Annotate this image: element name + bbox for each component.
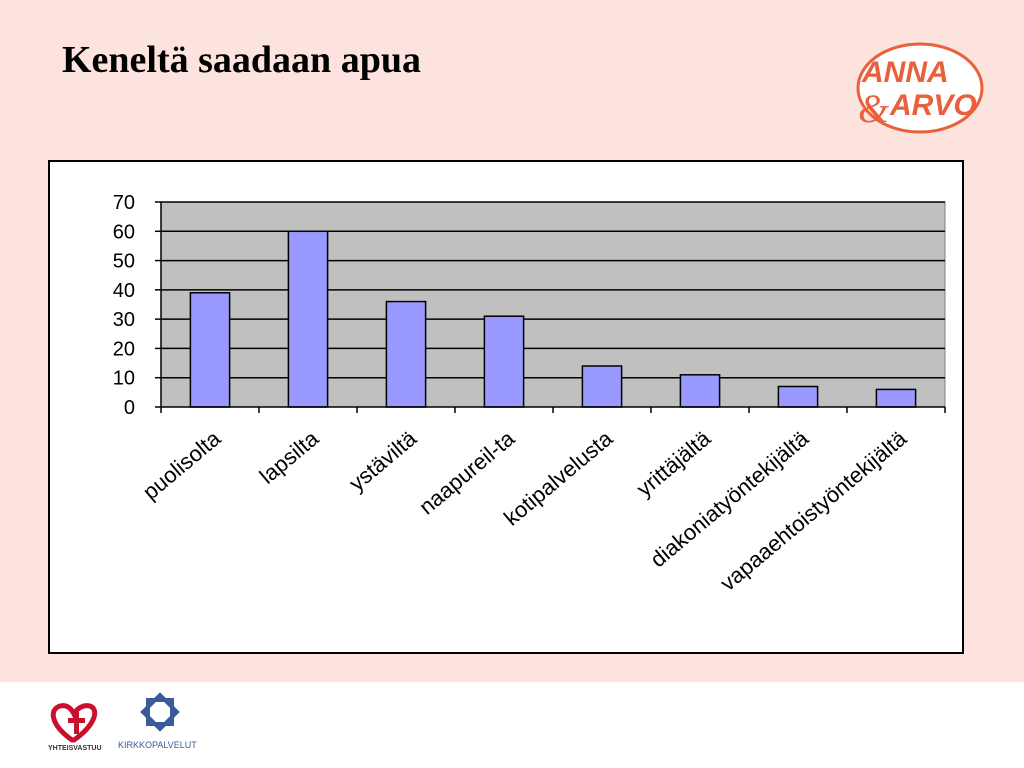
y-tick-label: 70 [113, 192, 135, 214]
y-tick-label: 30 [113, 309, 135, 331]
bar-1 [189, 292, 231, 408]
x-category-label: diakoniatyöntekijältä [645, 425, 813, 572]
x-category-label: lapsilta [255, 425, 324, 489]
kirkkopalvelut-logo: KIRKKOPALVELUT [116, 690, 206, 754]
slide-title: Keneltä saadaan apua [62, 39, 421, 81]
bar-8 [875, 388, 917, 408]
chart-frame: 0 10 20 30 40 50 60 70 puolisolta lapsilta ystävi… [48, 160, 964, 654]
bar-6 [679, 374, 721, 408]
x-category-label: vapaaehtoistyöntekijältä [715, 425, 912, 596]
yhteisvastuu-logo-text: YHTEISVASTUU [48, 745, 102, 752]
y-tick-label: 0 [124, 397, 135, 419]
bar-chart: 0 10 20 30 40 50 60 70 puolisolta lapsilta ystävi… [113, 192, 946, 596]
y-tick-label: 60 [113, 221, 135, 243]
kirkkopalvelut-logo-text: KIRKKOPALVELUT [118, 740, 197, 750]
x-category-label: puolisolta [138, 425, 226, 504]
bar-3 [385, 300, 427, 408]
logo-text-line2: ARVO [889, 89, 977, 122]
yhteisvastuu-logo: YHTEISVASTUU [44, 696, 104, 754]
x-category-label: kotipalvelusta [499, 425, 618, 530]
y-tick-label: 40 [113, 280, 135, 302]
x-category-label: ystäviltä [344, 425, 422, 496]
bar-4 [483, 315, 525, 408]
y-tick-label: 50 [113, 251, 135, 273]
x-category-label: naapureil-ta [414, 425, 520, 519]
bar-7 [777, 385, 819, 408]
x-category-label: yrittäjältä [632, 425, 716, 501]
bar-5 [581, 365, 623, 408]
logo-text-line1: ANNA [861, 56, 949, 89]
plot-area [160, 201, 946, 408]
y-tick-label: 20 [113, 338, 135, 360]
y-tick-label: 10 [113, 368, 135, 390]
logo-ampersand: & [858, 86, 889, 131]
bar-2 [287, 230, 329, 408]
anna-arvo-logo: ANNA ARVO & [840, 40, 986, 140]
